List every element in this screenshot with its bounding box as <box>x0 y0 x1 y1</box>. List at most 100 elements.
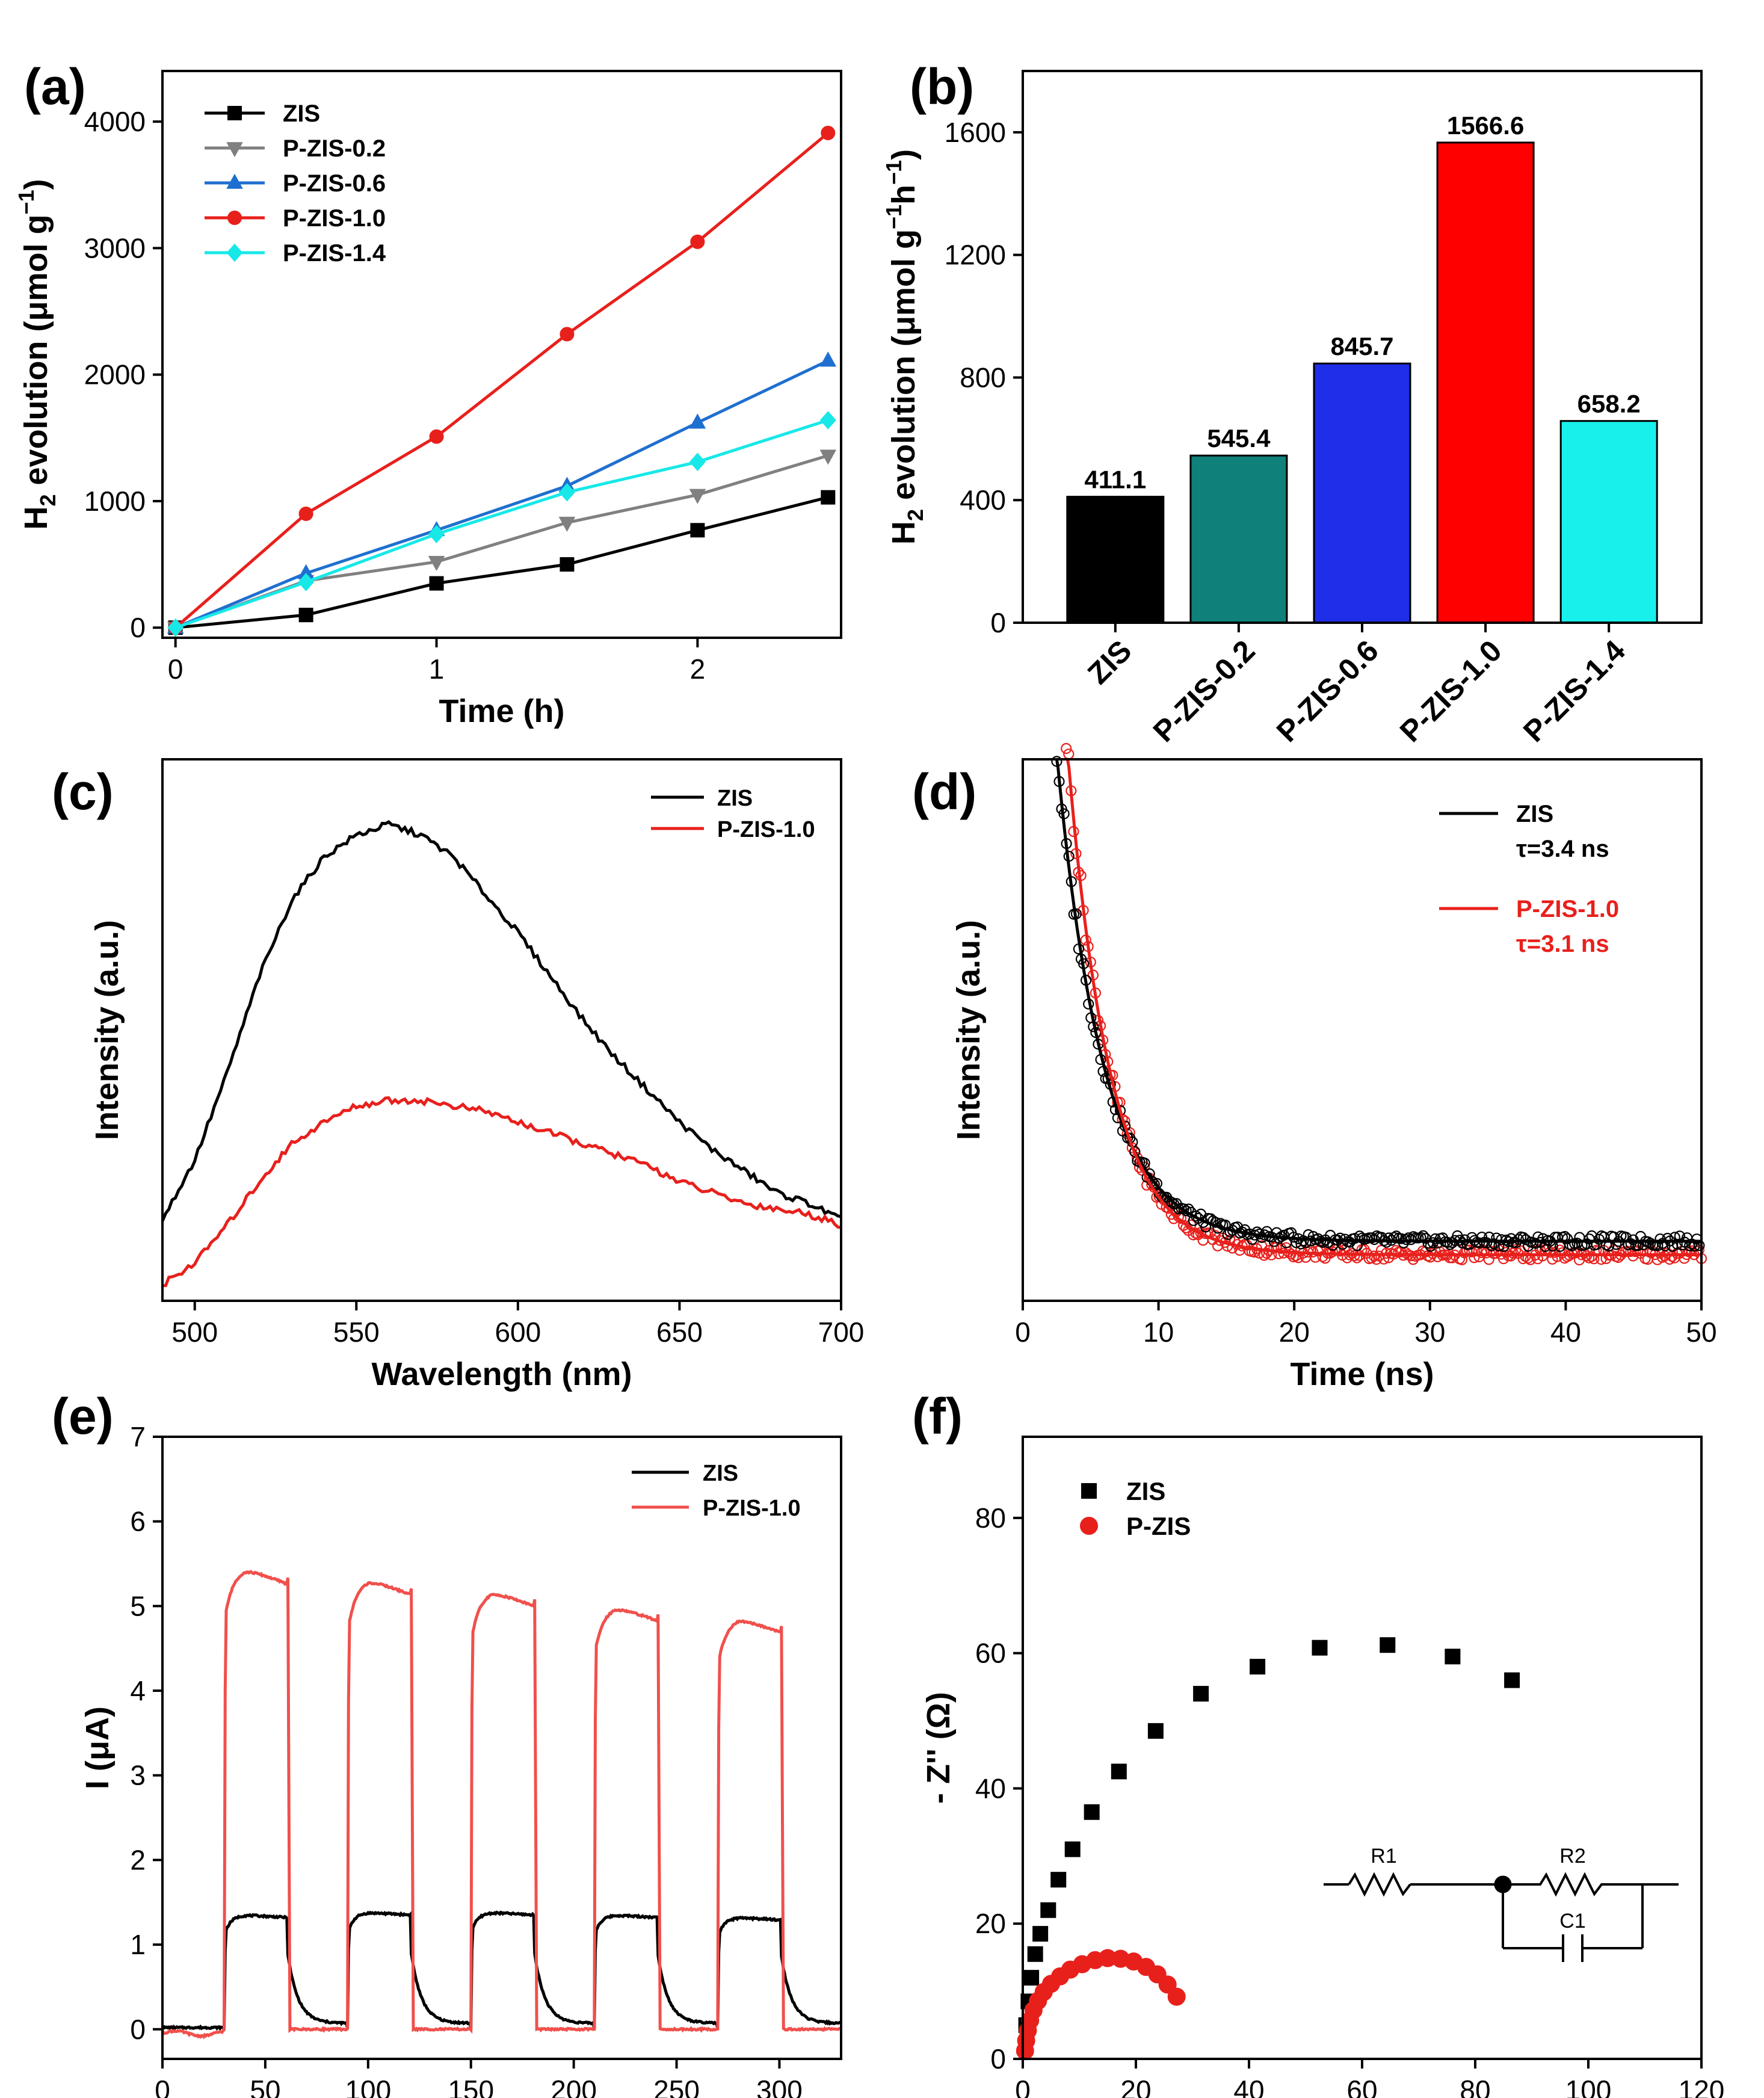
chart-f-ytick-label: 20 <box>975 1908 1006 1939</box>
chart-c-ylabel: Intensity (a.u.) <box>89 920 125 1140</box>
chart-c-panel-label: (c) <box>52 764 114 820</box>
chart-f-point <box>1312 1640 1328 1656</box>
chart-a-point <box>821 490 836 505</box>
chart-f-point <box>1050 1872 1067 1888</box>
chart-f-circuit-label-r1: R1 <box>1371 1845 1396 1868</box>
chart-b-ytick-label: 800 <box>960 362 1006 393</box>
chart-a-point <box>689 413 706 429</box>
chart-d-point <box>1662 1233 1673 1244</box>
chart-f-panel-label: (f) <box>912 1388 963 1445</box>
chart-f-point <box>1445 1649 1461 1665</box>
chart-d-point <box>1178 1203 1189 1215</box>
chart-f-point <box>1380 1637 1396 1653</box>
chart-d-xtick-label: 0 <box>1015 1316 1031 1348</box>
chart-d-point <box>1473 1237 1485 1248</box>
chart-f-point <box>1147 1723 1164 1739</box>
chart-f-point <box>1064 1841 1081 1857</box>
chart-d-point <box>1513 1233 1524 1245</box>
chart-b-panel-label: (b) <box>910 58 974 115</box>
chart-a-legend-label: ZIS <box>283 100 320 127</box>
chart-b-category-label: ZIS <box>1081 634 1138 691</box>
chart-f-point <box>1167 1987 1186 2006</box>
chart-b-bar <box>1066 496 1165 624</box>
chart-e-ytick-label: 5 <box>130 1590 146 1621</box>
chart-c-legend-label: P-ZIS-1.0 <box>717 817 815 842</box>
chart-f-point <box>1158 1975 1177 1994</box>
chart-a-panel-label: (a) <box>24 58 86 115</box>
chart-a-legend-label: P-ZIS-1.0 <box>283 205 386 232</box>
chart-d-point <box>1469 1252 1480 1263</box>
chart-f-point <box>1040 1902 1056 1918</box>
chart-b-bar <box>1313 362 1411 624</box>
chart-b-bar <box>1189 454 1288 624</box>
chart-a-point <box>690 523 705 538</box>
chart-d-ylabel: Intensity (a.u.) <box>951 920 987 1140</box>
chart-a-legend-marker <box>226 142 243 158</box>
chart-f-xtick-label: 40 <box>1233 2075 1264 2098</box>
chart-a-point <box>821 126 836 141</box>
chart-e-xtick-label: 300 <box>756 2075 803 2098</box>
chart-a-frame <box>161 70 842 639</box>
chart-a-xtick-label: 2 <box>690 653 706 685</box>
chart-f-legend-label: P-ZIS <box>1126 1512 1191 1540</box>
chart-f-xtick-label: 60 <box>1346 2075 1377 2098</box>
chart-d-point <box>1645 1238 1656 1249</box>
chart-a-legend-label: P-ZIS-0.6 <box>283 170 386 197</box>
chart-f-point <box>1084 1804 1100 1820</box>
chart-d-point <box>1180 1205 1192 1217</box>
chart-f-point <box>1027 1946 1043 1962</box>
chart-b-bar-value-label: 411.1 <box>1084 466 1146 494</box>
chart-f-point <box>1032 1926 1049 1942</box>
chart-e-ytick-label: 6 <box>130 1506 146 1537</box>
chart-e-ylabel: I (μA) <box>79 1706 116 1789</box>
chart-e-ytick-label: 3 <box>130 1760 146 1791</box>
chart-f-legend-label: ZIS <box>1126 1477 1165 1505</box>
chart-c-frame <box>161 758 842 1302</box>
chart-a-legend-marker <box>227 211 242 225</box>
chart-b-bar <box>1559 420 1658 624</box>
chart-f-legend-marker <box>1080 1517 1098 1535</box>
chart-a-point <box>559 483 575 502</box>
chart-d-fit-line <box>1065 757 1700 1256</box>
chart-f-ytick-label: 0 <box>990 2043 1006 2075</box>
chart-b-bar-value-label: 1566.6 <box>1447 111 1524 140</box>
chart-a-point <box>428 556 445 572</box>
chart-f-equivalent-circuit <box>1324 1872 1679 1962</box>
chart-a-point <box>689 452 706 471</box>
chart-f-xtick-label: 80 <box>1460 2075 1490 2098</box>
chart-a-point <box>298 506 313 521</box>
chart-a-series-line <box>175 496 828 629</box>
chart-b-ytick-label: 400 <box>960 484 1006 516</box>
chart-e-xtick-label: 50 <box>250 2075 280 2098</box>
chart-f-ytick-label: 60 <box>975 1638 1006 1669</box>
chart-e-ytick-label: 4 <box>130 1675 146 1706</box>
chart-f-legend-marker <box>1081 1483 1097 1499</box>
chart-f-xtick-label: 20 <box>1120 2075 1151 2098</box>
chart-e-ytick-label: 1 <box>130 1929 146 1960</box>
chart-f-circuit-label-r2: R2 <box>1559 1845 1585 1868</box>
chart-a-ytick-label: 4000 <box>84 106 146 137</box>
chart-c-xtick-label: 500 <box>171 1316 218 1348</box>
chart-d-legend-label: P-ZIS-1.0 <box>1516 896 1619 922</box>
chart-a-ytick-label: 2000 <box>84 359 146 390</box>
chart-e-ytick-label: 2 <box>130 1844 146 1875</box>
chart-e-frame <box>161 1436 842 2060</box>
chart-a-series-line <box>174 418 829 629</box>
chart-e-legend-label: P-ZIS-1.0 <box>703 1496 801 1521</box>
chart-f-ytick-label: 40 <box>975 1773 1006 1804</box>
chart-d-legend-label: ZIS <box>1516 801 1553 827</box>
chart-e-ytick-label: 0 <box>130 2014 146 2045</box>
chart-b-bar <box>1436 141 1535 624</box>
chart-c-series-line <box>161 819 842 1222</box>
chart-d-tau-label: τ=3.4 ns <box>1516 836 1609 862</box>
chart-b-ytick-label: 0 <box>990 607 1006 638</box>
chart-e-panel-label: (e) <box>52 1388 114 1445</box>
chart-e-ytick-label: 7 <box>130 1421 146 1452</box>
chart-d-point <box>1457 1237 1468 1249</box>
chart-b-category-label: P-ZIS-0.6 <box>1270 634 1385 748</box>
chart-d-xtick-label: 50 <box>1686 1316 1716 1348</box>
chart-c-xlabel: Wavelength (nm) <box>371 1356 632 1392</box>
chart-f-xtick-label: 100 <box>1565 2075 1612 2098</box>
chart-f-xtick-label: 120 <box>1679 2075 1725 2098</box>
chart-e-xtick-label: 250 <box>653 2075 700 2098</box>
